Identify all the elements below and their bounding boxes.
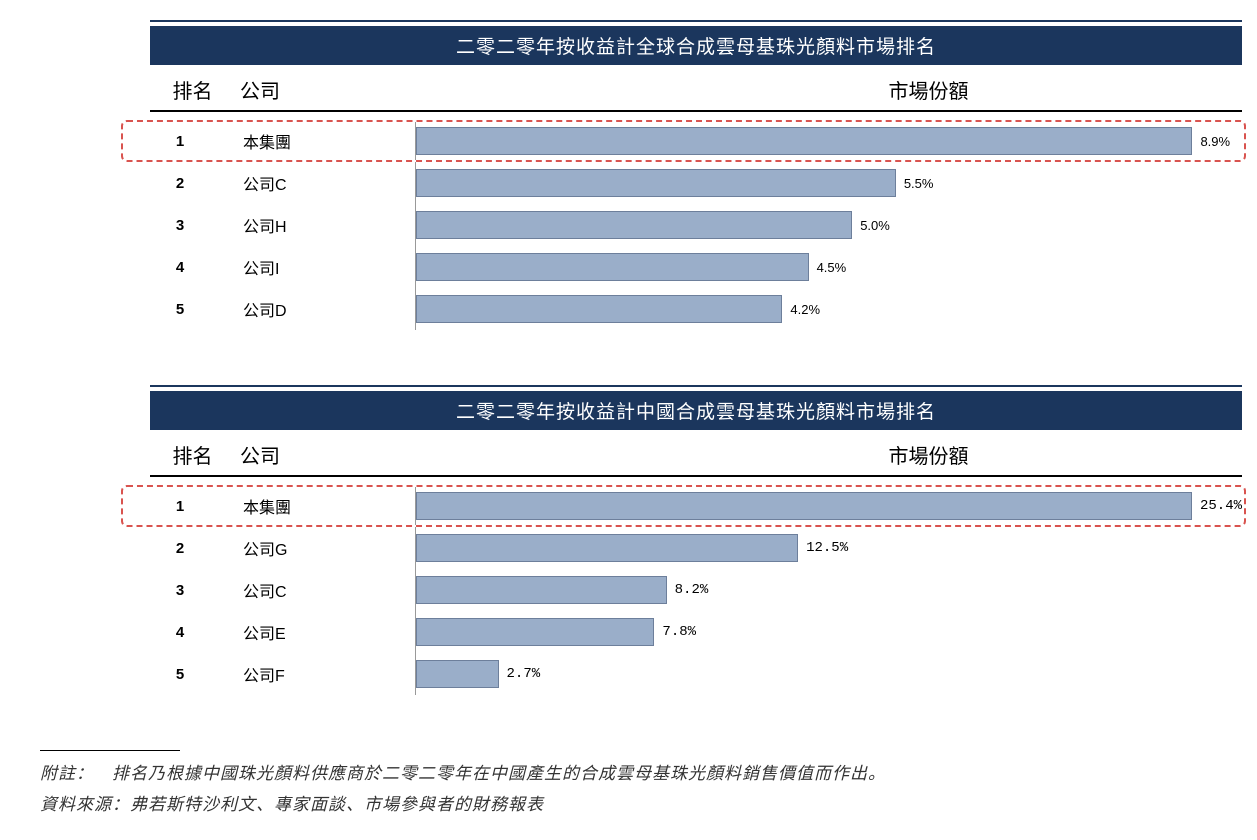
rank-cell: 1: [125, 133, 235, 150]
bar-label: 25.4%: [1200, 498, 1242, 514]
chart-header-row: 排名 公司 市場份額: [150, 434, 1242, 477]
company-cell: 本集團: [235, 494, 415, 518]
chart-title: 二零二零年按收益計全球合成雲母基珠光顏料市場排名: [150, 26, 1242, 65]
company-cell: 公司D: [235, 297, 415, 321]
bar: [416, 492, 1192, 520]
bar-label: 12.5%: [806, 540, 848, 556]
data-row: 5公司F 2.7%: [125, 653, 1242, 695]
footnote-line-2: 資料來源：弗若斯特沙利文、專家面談、市場參與者的財務報表: [40, 790, 1242, 821]
rank-cell: 2: [125, 175, 235, 192]
bar-area: 7.8%: [415, 611, 1242, 653]
data-row: 1本集團 25.4%: [121, 485, 1246, 527]
chart-data-area: 1本集團 25.4% 2公司G 12.5% 3公司C 8.2% 4公司E 7.8% 5公司F 2.…: [125, 477, 1242, 695]
bar-area: 5.0%: [415, 204, 1242, 246]
footnote-section: 附註： 排名乃根據中國珠光顏料供應商於二零二零年在中國產生的合成雲母基珠光顏料銷…: [40, 750, 1242, 820]
rank-cell: 4: [125, 624, 235, 641]
company-cell: 公司G: [235, 536, 415, 560]
header-company: 公司: [235, 440, 415, 469]
footnote-divider: [40, 750, 180, 751]
rank-cell: 5: [125, 301, 235, 318]
company-cell: 本集團: [235, 129, 415, 153]
bar-label: 8.2%: [675, 582, 709, 598]
rank-cell: 5: [125, 666, 235, 683]
chart-title: 二零二零年按收益計中國合成雲母基珠光顏料市場排名: [150, 391, 1242, 430]
rank-cell: 3: [125, 582, 235, 599]
bar-area: 8.2%: [415, 569, 1242, 611]
rank-cell: 1: [125, 498, 235, 515]
company-cell: 公司I: [235, 255, 415, 279]
bar-label: 7.8%: [662, 624, 696, 640]
company-cell: 公司F: [235, 662, 415, 686]
chart-header-row: 排名 公司 市場份額: [150, 69, 1242, 112]
data-row: 5公司D 4.2%: [125, 288, 1242, 330]
bar-label: 5.5%: [904, 176, 934, 191]
bar: [416, 253, 809, 281]
bar-area: 8.9%: [415, 122, 1242, 160]
title-bar-wrapper: 二零二零年按收益計全球合成雲母基珠光顏料市場排名: [150, 20, 1242, 65]
data-row: 3公司C 8.2%: [125, 569, 1242, 611]
header-rank: 排名: [150, 75, 235, 104]
chart-data-area: 1本集團 8.9% 2公司C 5.5% 3公司H 5.0% 4公司I 4.5% 5公司D 4.2%: [125, 112, 1242, 330]
data-row: 2公司C 5.5%: [125, 162, 1242, 204]
bar-label: 8.9%: [1200, 134, 1230, 149]
header-share: 市場份額: [415, 75, 1242, 104]
bar-label: 4.2%: [790, 302, 820, 317]
bar-area: 25.4%: [415, 487, 1242, 525]
chart-global: 二零二零年按收益計全球合成雲母基珠光顏料市場排名 排名 公司 市場份額 1本集團…: [15, 20, 1242, 330]
company-cell: 公司E: [235, 620, 415, 644]
bar-label: 5.0%: [860, 218, 890, 233]
bar: [416, 576, 667, 604]
bar-area: 4.2%: [415, 288, 1242, 330]
bar: [416, 169, 896, 197]
rank-cell: 3: [125, 217, 235, 234]
rank-cell: 4: [125, 259, 235, 276]
company-cell: 公司C: [235, 171, 415, 195]
chart-china: 二零二零年按收益計中國合成雲母基珠光顏料市場排名 排名 公司 市場份額 1本集團…: [15, 385, 1242, 695]
footnote-line-1: 附註： 排名乃根據中國珠光顏料供應商於二零二零年在中國產生的合成雲母基珠光顏料銷…: [40, 759, 1242, 790]
rank-cell: 2: [125, 540, 235, 557]
data-row: 4公司E 7.8%: [125, 611, 1242, 653]
data-row: 2公司G 12.5%: [125, 527, 1242, 569]
bar: [416, 660, 499, 688]
title-bar-wrapper: 二零二零年按收益計中國合成雲母基珠光顏料市場排名: [150, 385, 1242, 430]
bar: [416, 295, 782, 323]
bar: [416, 211, 852, 239]
data-row: 1本集團 8.9%: [121, 120, 1246, 162]
data-row: 3公司H 5.0%: [125, 204, 1242, 246]
company-cell: 公司C: [235, 578, 415, 602]
header-share: 市場份額: [415, 440, 1242, 469]
bar-area: 2.7%: [415, 653, 1242, 695]
bar-area: 12.5%: [415, 527, 1242, 569]
company-cell: 公司H: [235, 213, 415, 237]
bar: [416, 618, 654, 646]
bar-label: 4.5%: [817, 260, 847, 275]
bar-label: 2.7%: [507, 666, 541, 682]
header-rank: 排名: [150, 440, 235, 469]
bar-area: 5.5%: [415, 162, 1242, 204]
bar: [416, 534, 798, 562]
header-company: 公司: [235, 75, 415, 104]
bar: [416, 127, 1192, 155]
data-row: 4公司I 4.5%: [125, 246, 1242, 288]
bar-area: 4.5%: [415, 246, 1242, 288]
